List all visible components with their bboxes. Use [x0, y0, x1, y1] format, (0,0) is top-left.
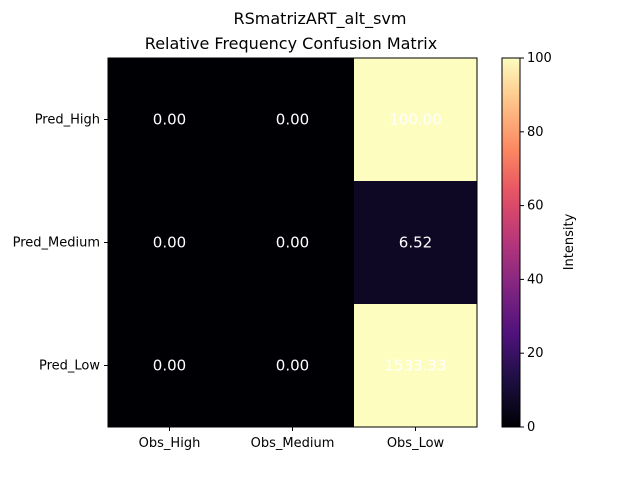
colorbar-tick-label: 20 [527, 346, 544, 361]
cell-value-labels: 0.00 0.00 100.00 0.00 0.00 6.52 0.00 0.00 1533.3… [153, 111, 447, 375]
colorbar-tick-label: 40 [527, 272, 544, 287]
heatmap-cell [231, 58, 355, 182]
column-tick-label: Obs_Low [387, 436, 445, 451]
heatmap-cells [108, 58, 478, 428]
column-tick-label: Obs_Medium [251, 436, 335, 451]
cell-value-label: 0.00 [153, 357, 186, 375]
row-tick-label: Pred_Low [39, 359, 100, 374]
heatmap-cell [354, 181, 478, 305]
cell-value-label: 1533.33 [384, 357, 446, 375]
row-tick-label: Pred_Medium [13, 236, 100, 251]
heatmap-cell [354, 304, 478, 428]
heatmap-cell [108, 181, 232, 305]
heatmap-cell [108, 304, 232, 428]
colorbar-tick-label: 60 [527, 199, 544, 214]
colorbar-tick-label: 100 [527, 51, 552, 66]
cell-value-label: 0.00 [153, 111, 186, 129]
colorbar-tick-label: 80 [527, 125, 544, 140]
cell-value-label: 0.00 [276, 234, 309, 252]
cell-value-label: 6.52 [399, 234, 432, 252]
cell-value-label: 0.00 [276, 357, 309, 375]
chart-title: RSmatrizART_alt_svm [234, 9, 407, 29]
heatmap-cell [354, 58, 478, 182]
heatmap-cell [108, 58, 232, 182]
column-tick-labels: Obs_High Obs_Medium Obs_Low [139, 427, 445, 451]
row-tick-labels: Pred_High Pred_Medium Pred_Low [13, 113, 108, 374]
colorbar-label: Intensity [562, 213, 577, 270]
colorbar-gradient [501, 57, 521, 428]
chart-subtitle: Relative Frequency Confusion Matrix [145, 34, 437, 53]
colorbar: 0 20 40 60 80 100 [501, 51, 552, 435]
colorbar-tick-label: 0 [527, 420, 535, 435]
heatmap-cell [231, 181, 355, 305]
cell-value-label: 100.00 [389, 111, 442, 129]
cell-value-label: 0.00 [276, 111, 309, 129]
row-tick-label: Pred_High [35, 113, 100, 128]
column-tick-label: Obs_High [139, 436, 201, 451]
heatmap-cell [231, 304, 355, 428]
cell-value-label: 0.00 [153, 234, 186, 252]
plot-frame [107, 57, 478, 428]
